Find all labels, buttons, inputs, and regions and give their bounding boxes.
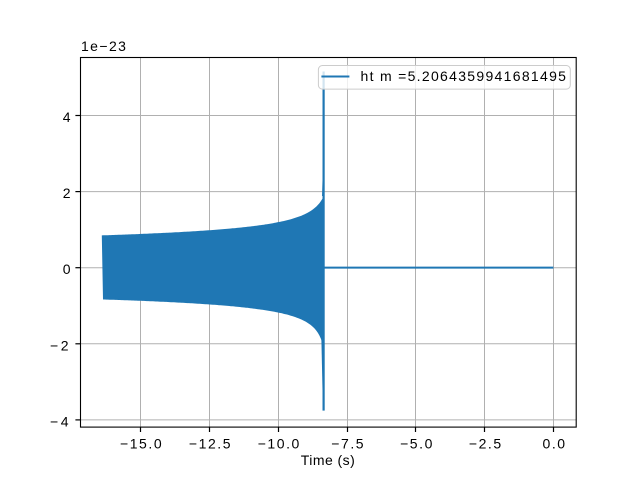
svg-text:−4: −4 (50, 413, 71, 429)
svg-text:Time (s): Time (s) (301, 452, 355, 468)
svg-text:−5.0: −5.0 (400, 436, 434, 452)
svg-text:0: 0 (63, 261, 71, 277)
svg-text:2: 2 (63, 185, 71, 201)
svg-text:−7.5: −7.5 (331, 436, 365, 452)
svg-text:1e−23: 1e−23 (81, 38, 127, 54)
svg-text:−15.0: −15.0 (120, 436, 163, 452)
svg-text:4: 4 (63, 109, 71, 125)
svg-text:−2.5: −2.5 (469, 436, 503, 452)
svg-text:−10.0: −10.0 (258, 436, 301, 452)
svg-text:−2: −2 (50, 337, 71, 353)
svg-text:ht m =5.2064359941681495: ht m =5.2064359941681495 (361, 68, 568, 84)
svg-text:0.0: 0.0 (543, 436, 567, 452)
svg-text:−12.5: −12.5 (189, 436, 232, 452)
